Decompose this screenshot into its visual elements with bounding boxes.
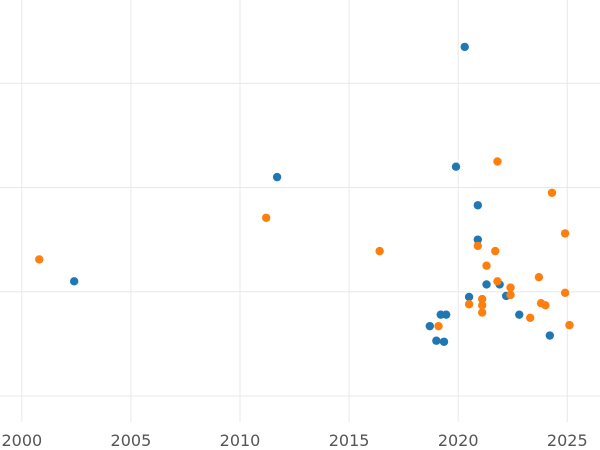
scatter-point [515, 310, 524, 319]
scatter-point [560, 288, 570, 297]
scatter-point [541, 301, 550, 310]
scatter-point [506, 290, 515, 300]
scatter-point [441, 310, 451, 319]
scatter-point [460, 42, 469, 52]
scatter-point [451, 162, 461, 171]
scatter-point [493, 157, 502, 166]
scatter-point [473, 241, 483, 251]
scatter-point [473, 235, 483, 244]
scatter-point [473, 201, 483, 210]
x-tick-label: 2010 [220, 431, 261, 450]
scatter-point [525, 313, 535, 323]
scatter-point [425, 321, 435, 331]
scatter-point [464, 300, 474, 309]
scatter-point [534, 272, 544, 282]
scatter-point [506, 283, 515, 292]
x-axis-ticks: 2000 2005 2010 2015 2020 2025 [1, 431, 587, 450]
scatter-point [565, 320, 574, 330]
scatter-point [491, 246, 500, 256]
scatter-point [477, 301, 487, 310]
x-tick-label: 2015 [329, 431, 370, 450]
scatter-point [464, 292, 474, 302]
scatter-point [477, 294, 487, 304]
scatter-point [482, 261, 491, 270]
x-tick-label: 2025 [547, 431, 588, 450]
scatter-point [272, 172, 282, 182]
scatter-point [493, 277, 502, 286]
scatter-point [482, 280, 491, 289]
scatter-point [560, 229, 570, 238]
x-tick-label: 2000 [1, 431, 42, 450]
scatter-point [439, 337, 449, 346]
x-tick-label: 2020 [438, 431, 479, 450]
scatter-point [434, 321, 443, 331]
scatter-point [432, 336, 441, 345]
scatter-point [545, 331, 555, 340]
scatter-point [261, 213, 271, 222]
scatter-point [477, 308, 487, 317]
scatter-point [35, 255, 44, 264]
x-tick-label: 2005 [111, 431, 152, 450]
grid-layer [0, 0, 600, 422]
scatter-point [375, 246, 384, 256]
scatter-point [69, 277, 79, 286]
scatter-point [547, 188, 557, 197]
points-layer [35, 42, 574, 346]
